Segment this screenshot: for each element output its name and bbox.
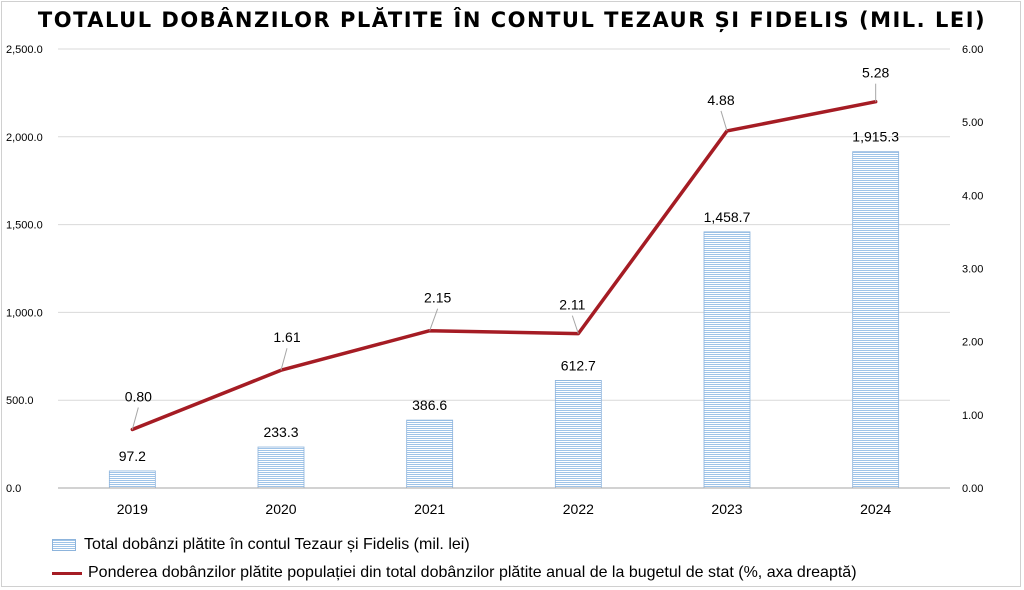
leader-line (429, 308, 439, 331)
x-tick-label: 2024 (860, 501, 891, 517)
y-left-tick-label: 1,500.0 (6, 220, 43, 232)
line-data-label: 2.15 (424, 290, 451, 306)
bar-data-label: 612.7 (561, 357, 596, 373)
legend-item-bars: Total dobânzi plătite în contul Tezaur ș… (52, 536, 470, 554)
line-data-label: 0.80 (125, 388, 152, 404)
bar-data-label: 386.6 (412, 397, 447, 413)
x-tick-label: 2023 (711, 501, 742, 517)
chart-title: TOTALUL DOBÂNZILOR PLĂTITE ÎN CONTUL TEZ… (37, 8, 987, 32)
series-line (130, 99, 878, 432)
leader-line (720, 110, 728, 132)
data-labels: 97.2 233.3 386.6 612.7 1,458.7 1,915.3 0.80 1.6… (119, 65, 900, 464)
line-data-label: 4.88 (707, 92, 734, 108)
y-right-tick-label: 6.00 (962, 44, 983, 56)
leader-line (131, 407, 139, 430)
bar (108, 470, 156, 489)
bar (257, 446, 305, 489)
legend-line-swatch (52, 571, 82, 575)
bar-data-label: 1,458.7 (704, 209, 751, 225)
bar-data-label: 1,915.3 (852, 129, 899, 145)
y-right-tick-label: 4.00 (962, 190, 983, 202)
bar (703, 231, 751, 489)
y-left-tick-label: 0.0 (6, 483, 21, 495)
x-tick-label: 2021 (414, 501, 445, 517)
y-right-tick-label: 0.00 (962, 483, 983, 495)
line-data-label: 1.61 (273, 329, 300, 345)
leader-line (280, 348, 288, 371)
y-right-tick-label: 5.00 (962, 117, 983, 129)
legend-item-line: Ponderea dobânzilor plătite populației d… (52, 564, 857, 582)
line-data-label: 2.11 (559, 297, 585, 313)
bar-series (108, 151, 900, 489)
bar (554, 380, 602, 489)
y-right-tick-label: 2.00 (962, 337, 983, 349)
x-tick-label: 2020 (265, 501, 296, 517)
bar (852, 151, 900, 489)
x-tick-label: 2022 (563, 501, 594, 517)
y-right-tick-label: 3.00 (962, 264, 983, 276)
legend-bar-label: Total dobânzi plătite în contul Tezaur ș… (84, 536, 470, 553)
y-left-tick-label: 1,000.0 (6, 307, 43, 319)
legend-line-label: Ponderea dobânzilor plătite populației d… (88, 564, 857, 581)
legend-bar-swatch (52, 539, 76, 551)
line-data-label: 5.28 (862, 65, 889, 81)
y-left-tick-label: 500.0 (6, 395, 34, 407)
bar-data-label: 233.3 (263, 424, 298, 440)
axes: 0.0 500.0 1,000.0 1,500.0 2,000.0 2,500.0 0.00… (6, 44, 983, 517)
leader-line (571, 315, 579, 334)
bar-data-label: 97.2 (119, 448, 146, 464)
y-left-tick-label: 2,500.0 (6, 44, 43, 56)
x-tick-label: 2019 (117, 501, 148, 517)
bar (406, 419, 454, 489)
line-series (130, 99, 878, 432)
y-left-tick-label: 2,000.0 (6, 132, 43, 144)
y-right-tick-label: 1.00 (962, 410, 983, 422)
